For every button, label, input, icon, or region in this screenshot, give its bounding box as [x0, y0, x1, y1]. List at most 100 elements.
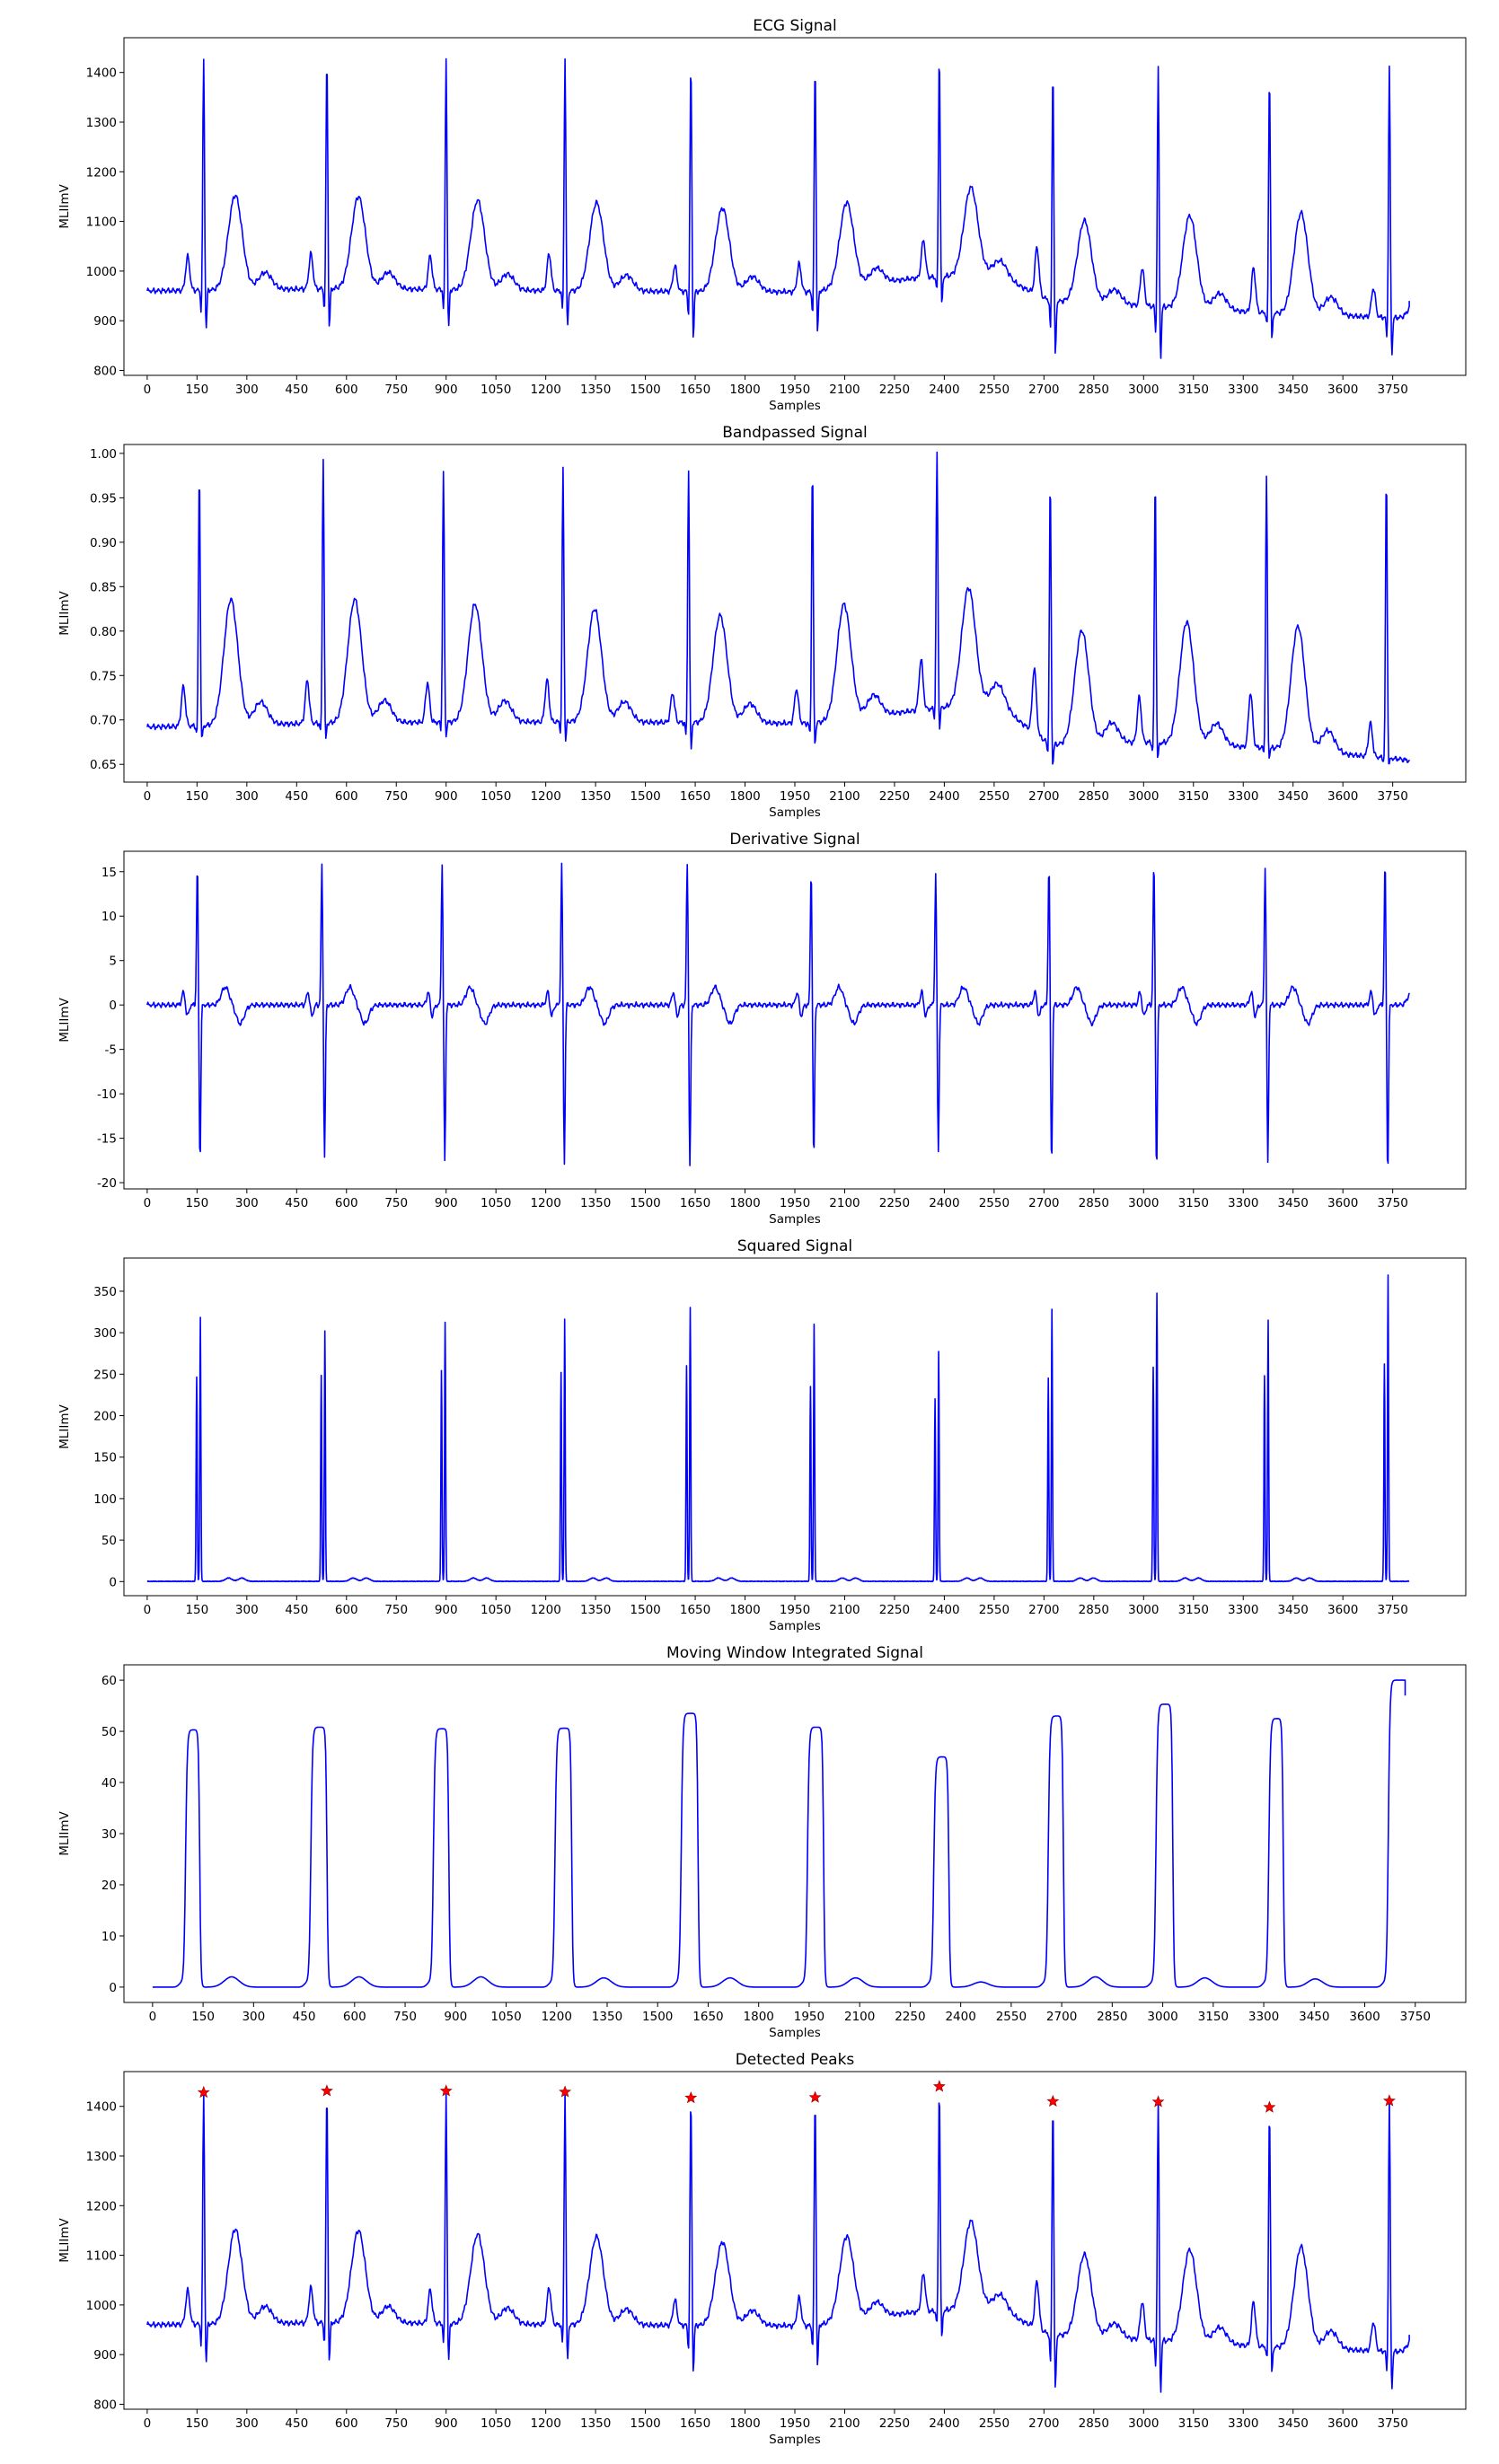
- y-tick-label: 0: [109, 999, 117, 1013]
- x-tick-label: 600: [335, 383, 358, 397]
- y-tick-label: 0.85: [90, 580, 117, 594]
- y-tick-label: 1300: [86, 116, 117, 130]
- x-tick-label: 1800: [729, 2416, 760, 2431]
- chart-panel: 0 150 300 450 600 750 900 1050 1200 1350 1500 1650 1…: [57, 424, 1467, 820]
- x-tick-label: 2100: [829, 789, 860, 804]
- x-tick-label: 600: [335, 789, 358, 804]
- x-tick-label: 1050: [481, 789, 511, 804]
- x-tick-label: 3000: [1128, 1196, 1159, 1210]
- x-tick-label: 3450: [1278, 2416, 1309, 2431]
- x-tick-label: 2100: [829, 2416, 860, 2431]
- x-tick-label: 1350: [580, 789, 611, 804]
- x-tick-label: 1500: [630, 1196, 660, 1210]
- y-tick-label: 0.75: [90, 669, 117, 683]
- x-tick-label: 1800: [729, 383, 760, 397]
- y-tick-label: 200: [93, 1410, 117, 1424]
- x-tick-label: 3750: [1377, 1196, 1407, 1210]
- x-tick-label: 3000: [1128, 789, 1159, 804]
- x-tick-label: 1500: [630, 2416, 660, 2431]
- x-tick-label: 2400: [929, 1603, 959, 1617]
- y-tick-label: 60: [101, 1674, 117, 1688]
- y-tick-label: 1400: [86, 2100, 117, 2115]
- x-tick-label: 3300: [1228, 383, 1258, 397]
- x-tick-label: 2550: [979, 1196, 1010, 1210]
- x-tick-label: 2100: [829, 383, 860, 397]
- x-tick-label: 900: [444, 2010, 467, 2024]
- x-tick-label: 3300: [1228, 1196, 1258, 1210]
- y-axis-label: MLIImV: [57, 1810, 72, 1855]
- series-line: [146, 862, 1410, 1166]
- x-tick-label: 1950: [780, 383, 810, 397]
- x-tick-label: 450: [285, 1196, 308, 1210]
- peak-marker: [808, 2090, 822, 2103]
- y-tick-label: 900: [93, 2348, 117, 2363]
- x-tick-label: 450: [285, 789, 308, 804]
- y-tick-label: 900: [93, 314, 117, 329]
- x-tick-label: 3600: [1327, 789, 1358, 804]
- x-tick-label: 300: [235, 789, 259, 804]
- x-tick-label: 1800: [729, 1196, 760, 1210]
- y-tick-label: 100: [93, 1492, 117, 1507]
- x-tick-label: 600: [335, 1196, 358, 1210]
- x-tick-label: 1200: [530, 789, 560, 804]
- peak-marker: [684, 2090, 698, 2104]
- x-tick-label: 1350: [580, 1603, 611, 1617]
- x-tick-label: 2700: [1028, 2416, 1059, 2431]
- x-tick-label: 300: [242, 2010, 265, 2024]
- y-tick-label: 10: [101, 910, 117, 924]
- y-tick-label: 150: [93, 1451, 117, 1465]
- x-tick-label: 1650: [680, 1196, 710, 1210]
- x-tick-label: 1950: [780, 1603, 810, 1617]
- x-tick-label: 2100: [829, 1603, 860, 1617]
- chart-title: Derivative Signal: [729, 831, 860, 849]
- y-tick-label: 0.95: [90, 491, 117, 506]
- x-tick-label: 150: [185, 383, 208, 397]
- y-tick-label: 1300: [86, 2150, 117, 2164]
- x-tick-label: 2250: [895, 2010, 925, 2024]
- series-line: [146, 2091, 1410, 2393]
- x-tick-label: 900: [435, 789, 458, 804]
- x-tick-label: 900: [435, 383, 458, 397]
- x-tick-label: 3750: [1400, 2010, 1431, 2024]
- y-axis-label: MLIImV: [57, 997, 72, 1042]
- x-tick-label: 1950: [794, 2010, 824, 2024]
- axes-frame: [123, 1664, 1467, 2003]
- x-tick-label: 3150: [1178, 1603, 1209, 1617]
- y-tick-label: -20: [97, 1176, 117, 1191]
- x-tick-label: 450: [285, 1603, 308, 1617]
- y-tick-label: 0: [109, 1575, 117, 1589]
- x-tick-label: 3600: [1327, 1603, 1358, 1617]
- x-tick-label: 2850: [1079, 2416, 1109, 2431]
- x-tick-label: 2100: [844, 2010, 875, 2024]
- x-tick-label: 3450: [1278, 789, 1309, 804]
- x-tick-label: 1800: [729, 789, 760, 804]
- x-tick-label: 3150: [1178, 383, 1209, 397]
- x-tick-label: 3750: [1377, 789, 1407, 804]
- x-tick-label: 3450: [1278, 1196, 1309, 1210]
- x-tick-label: 2550: [979, 789, 1010, 804]
- y-tick-label: 50: [101, 1534, 117, 1548]
- x-tick-label: 3750: [1377, 1603, 1407, 1617]
- x-tick-label: 1200: [530, 1603, 560, 1617]
- peak-marker: [1046, 2094, 1060, 2108]
- x-tick-label: 150: [185, 1196, 208, 1210]
- y-tick-label: 1200: [86, 165, 117, 180]
- x-tick-label: 2700: [1028, 789, 1059, 804]
- x-tick-label: 1800: [729, 1603, 760, 1617]
- x-tick-label: 3600: [1327, 1196, 1358, 1210]
- y-tick-label: -5: [105, 1043, 117, 1058]
- x-tick-label: 300: [235, 1196, 259, 1210]
- x-tick-label: 1650: [692, 2010, 723, 2024]
- x-tick-label: 1650: [680, 383, 710, 397]
- x-tick-label: 2550: [996, 2010, 1027, 2024]
- x-tick-label: 0: [144, 2416, 152, 2431]
- x-tick-label: 1350: [580, 2416, 611, 2431]
- x-tick-label: 750: [384, 1196, 408, 1210]
- x-tick-label: 3300: [1248, 2010, 1279, 2024]
- x-axis-label: Samples: [769, 2433, 821, 2447]
- x-tick-label: 1050: [481, 2416, 511, 2431]
- x-tick-label: 2250: [879, 383, 910, 397]
- chart-panel: 0 150 300 450 600 750 900 1050 1200 1350 1500 1650 1…: [57, 1644, 1467, 2040]
- x-tick-label: 1050: [481, 383, 511, 397]
- x-tick-label: 450: [285, 383, 308, 397]
